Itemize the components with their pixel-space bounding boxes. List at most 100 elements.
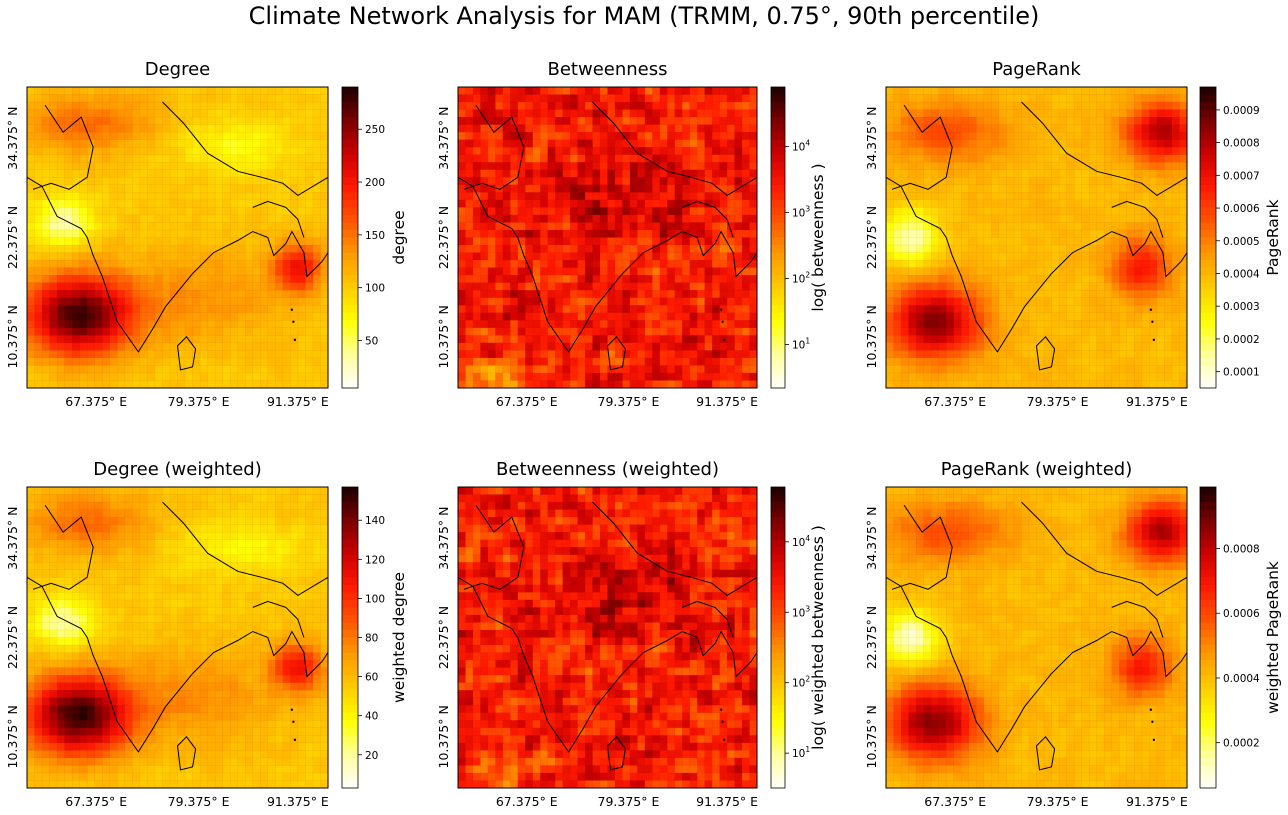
heatmap-cell bbox=[86, 86, 96, 96]
heatmap-cell bbox=[1134, 327, 1143, 336]
heatmap-cell bbox=[510, 259, 519, 269]
heatmap-cell bbox=[79, 244, 88, 254]
heatmap-cell bbox=[457, 357, 467, 367]
heatmap-cell bbox=[305, 380, 314, 389]
heatmap-cell bbox=[1051, 327, 1060, 336]
heatmap-cell bbox=[749, 207, 758, 216]
colorbar-segment bbox=[1200, 305, 1216, 314]
heatmap-cell bbox=[192, 139, 201, 148]
plot-frame bbox=[457, 86, 758, 389]
heatmap-cell bbox=[915, 109, 925, 118]
heatmap-cell bbox=[607, 252, 616, 261]
heatmap-cell bbox=[1028, 259, 1038, 269]
heatmap-cell bbox=[229, 244, 239, 254]
heatmap-cell bbox=[1164, 192, 1173, 201]
heatmap-cell bbox=[1179, 229, 1188, 239]
heatmap-cell bbox=[34, 297, 43, 306]
heatmap-cell bbox=[659, 86, 668, 96]
heatmap-cell bbox=[749, 312, 758, 321]
heatmap-cell bbox=[41, 274, 51, 284]
heatmap-cell bbox=[554, 297, 564, 306]
heatmap-cell bbox=[305, 335, 314, 344]
heatmap-cell bbox=[547, 131, 556, 141]
heatmap-cell bbox=[697, 267, 706, 276]
heatmap-cell bbox=[290, 372, 299, 382]
heatmap-cell bbox=[1088, 184, 1098, 193]
heatmap-cell bbox=[275, 244, 284, 254]
heatmap-cell bbox=[275, 154, 284, 163]
heatmap-cell bbox=[946, 320, 955, 329]
heatmap-cell bbox=[938, 372, 947, 382]
heatmap-cell bbox=[629, 154, 638, 163]
heatmap-cell bbox=[726, 372, 736, 382]
heatmap-cell bbox=[1051, 380, 1060, 389]
heatmap-cell bbox=[517, 327, 526, 336]
heatmap-cell bbox=[1088, 177, 1098, 186]
heatmap-cell bbox=[893, 335, 902, 344]
heatmap-cell bbox=[915, 237, 925, 246]
heatmap-cell bbox=[192, 222, 201, 231]
heatmap-cell bbox=[525, 244, 534, 254]
heatmap-cell bbox=[86, 305, 96, 314]
heatmap-cell bbox=[532, 357, 541, 367]
heatmap-cell bbox=[1051, 237, 1060, 246]
heatmap-cell bbox=[1164, 350, 1173, 359]
heatmap-cell bbox=[510, 267, 519, 276]
heatmap-cell bbox=[457, 109, 467, 118]
heatmap-cell bbox=[41, 154, 51, 163]
heatmap-cell bbox=[998, 154, 1008, 163]
heatmap-cell bbox=[1021, 199, 1030, 209]
heatmap-cell bbox=[154, 124, 164, 133]
heatmap-cell bbox=[64, 199, 73, 209]
heatmap-cell bbox=[1058, 177, 1068, 186]
heatmap-cell bbox=[56, 342, 66, 351]
heatmap-cell bbox=[184, 327, 194, 336]
heatmap-cell bbox=[915, 274, 925, 284]
heatmap-cell bbox=[207, 229, 216, 239]
heatmap-cell bbox=[991, 207, 1000, 216]
heatmap-cell bbox=[252, 131, 261, 141]
heatmap-cell bbox=[1149, 207, 1158, 216]
heatmap-cell bbox=[169, 199, 179, 209]
heatmap-cell bbox=[26, 259, 36, 269]
island-dot bbox=[290, 308, 294, 311]
heatmap-cell bbox=[607, 94, 616, 103]
heatmap-cell bbox=[517, 229, 526, 239]
heatmap-cell bbox=[577, 237, 586, 246]
heatmap-cell bbox=[1066, 372, 1075, 382]
x-tick-label: 91.375° E bbox=[696, 394, 758, 409]
heatmap-cell bbox=[1073, 139, 1083, 148]
heatmap-cell bbox=[741, 146, 751, 156]
heatmap-cell bbox=[124, 214, 133, 224]
heatmap-cell bbox=[900, 199, 910, 209]
heatmap-cell bbox=[644, 177, 653, 186]
heatmap-cell bbox=[1073, 282, 1083, 291]
heatmap-cell bbox=[1073, 101, 1083, 111]
heatmap-cell bbox=[711, 109, 721, 118]
heatmap-cell bbox=[1043, 289, 1053, 299]
heatmap-cell bbox=[502, 289, 511, 299]
heatmap-cell bbox=[1164, 259, 1173, 269]
heatmap-cell bbox=[1126, 94, 1135, 103]
heatmap-cell bbox=[1134, 101, 1143, 111]
heatmap-cell bbox=[923, 139, 932, 148]
heatmap-cell bbox=[1088, 297, 1098, 306]
heatmap-cell bbox=[495, 327, 504, 336]
heatmap-cell bbox=[139, 289, 149, 299]
heatmap-cell bbox=[139, 162, 149, 171]
heatmap-cell bbox=[457, 86, 467, 96]
heatmap-cell bbox=[741, 86, 751, 96]
heatmap-cell bbox=[629, 267, 638, 276]
heatmap-cell bbox=[495, 365, 504, 374]
heatmap-cell bbox=[139, 207, 149, 216]
heatmap-cell bbox=[1179, 312, 1188, 321]
heatmap-cell bbox=[49, 154, 58, 163]
heatmap-cell bbox=[983, 229, 992, 239]
heatmap-cell bbox=[1119, 259, 1128, 269]
heatmap-cell bbox=[109, 162, 118, 171]
heatmap-cell bbox=[1149, 342, 1158, 351]
heatmap-cell bbox=[908, 214, 917, 224]
heatmap-cell bbox=[599, 357, 609, 367]
heatmap-cell bbox=[49, 365, 58, 374]
colorbar-segment bbox=[771, 192, 785, 201]
